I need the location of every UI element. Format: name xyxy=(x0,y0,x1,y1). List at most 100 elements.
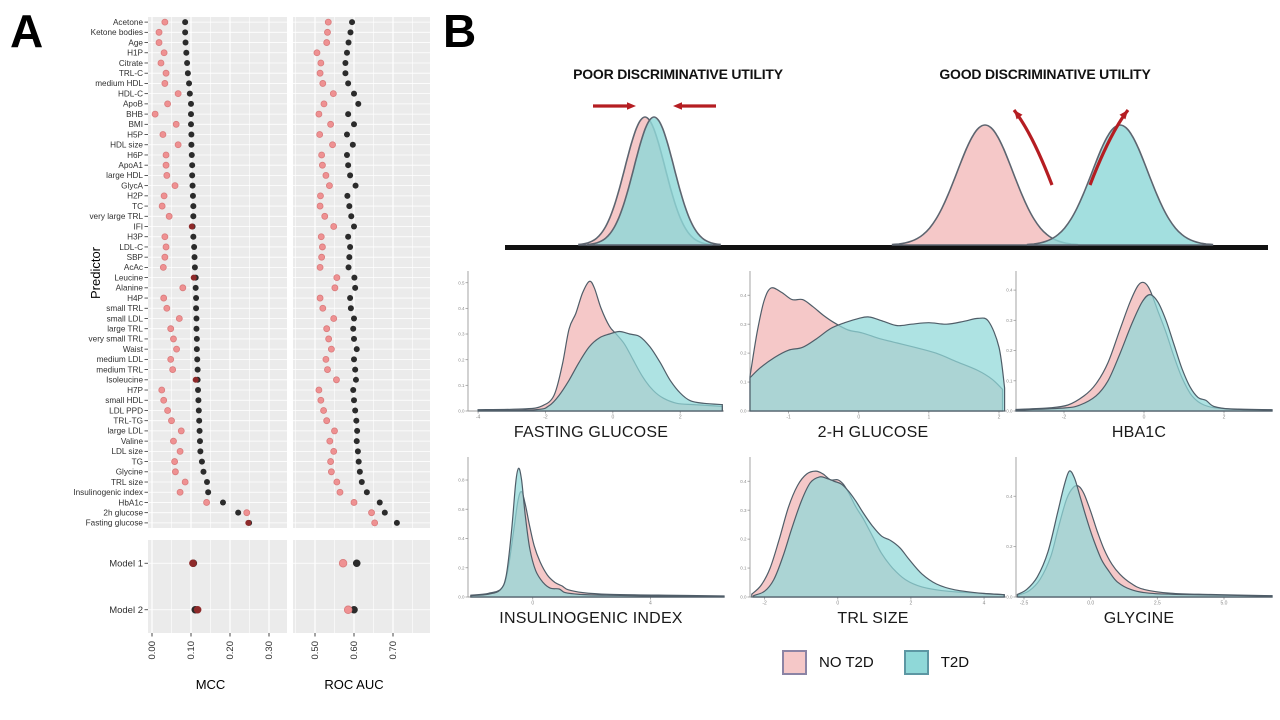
svg-text:TRL-TG: TRL-TG xyxy=(113,416,143,425)
svg-text:0.0: 0.0 xyxy=(458,409,465,414)
svg-text:Leucine: Leucine xyxy=(114,273,143,282)
svg-text:H1P: H1P xyxy=(127,49,143,58)
svg-text:large HDL: large HDL xyxy=(106,171,143,180)
density-title-insulinogenic-index: INSULINOGENIC INDEX xyxy=(499,610,683,627)
svg-text:Isoleucine: Isoleucine xyxy=(106,376,143,385)
legend-item-t2d: T2D xyxy=(903,650,969,675)
density-title-trl-size: TRL SIZE xyxy=(837,610,909,627)
svg-text:0.1: 0.1 xyxy=(1006,378,1013,383)
svg-text:0.8: 0.8 xyxy=(458,478,465,483)
svg-text:LDL-C: LDL-C xyxy=(119,243,143,252)
svg-text:Waist: Waist xyxy=(123,345,144,354)
svg-text:Predictor: Predictor xyxy=(88,246,103,299)
svg-text:small LDL: small LDL xyxy=(107,314,144,323)
svg-text:0.50: 0.50 xyxy=(310,641,321,660)
svg-text:TG: TG xyxy=(132,457,143,466)
svg-text:0: 0 xyxy=(836,601,839,607)
svg-text:0.2: 0.2 xyxy=(458,357,465,362)
svg-text:medium LDL: medium LDL xyxy=(97,355,144,364)
svg-text:H4P: H4P xyxy=(127,294,143,303)
svg-text:2.5: 2.5 xyxy=(1154,601,1161,607)
svg-text:0: 0 xyxy=(857,415,860,421)
no-t2d-label: NO T2D xyxy=(819,654,874,671)
svg-text:H3P: H3P xyxy=(127,233,143,242)
svg-text:2: 2 xyxy=(910,601,913,607)
svg-text:0.1: 0.1 xyxy=(740,566,747,571)
svg-text:-2.5: -2.5 xyxy=(1020,601,1029,607)
svg-text:AcAc: AcAc xyxy=(124,263,143,272)
svg-text:medium TRL: medium TRL xyxy=(96,365,143,374)
svg-text:0.3: 0.3 xyxy=(740,508,747,513)
svg-text:small HDL: small HDL xyxy=(105,396,143,405)
legend: NO T2D T2D xyxy=(782,650,969,675)
svg-text:HDL-C: HDL-C xyxy=(118,89,143,98)
svg-text:0: 0 xyxy=(611,415,614,421)
svg-text:0.0: 0.0 xyxy=(1006,595,1013,600)
svg-text:2: 2 xyxy=(998,415,1001,421)
svg-text:HDL size: HDL size xyxy=(110,141,143,150)
svg-text:0.30: 0.30 xyxy=(264,641,275,660)
svg-text:0.3: 0.3 xyxy=(740,322,747,327)
svg-text:0.2: 0.2 xyxy=(740,351,747,356)
svg-text:Age: Age xyxy=(128,38,143,47)
svg-text:Alanine: Alanine xyxy=(116,284,144,293)
svg-text:0.1: 0.1 xyxy=(458,383,465,388)
svg-text:0.0: 0.0 xyxy=(1006,409,1013,414)
svg-text:4: 4 xyxy=(983,601,986,607)
svg-text:0.00: 0.00 xyxy=(147,641,158,660)
svg-text:Valine: Valine xyxy=(121,437,144,446)
svg-text:0.10: 0.10 xyxy=(186,641,197,660)
svg-text:2: 2 xyxy=(679,415,682,421)
svg-text:MCC: MCC xyxy=(196,677,226,692)
svg-text:0.0: 0.0 xyxy=(740,595,747,600)
svg-text:0.0: 0.0 xyxy=(458,595,465,600)
svg-text:0.4: 0.4 xyxy=(1006,494,1013,499)
svg-text:large TRL: large TRL xyxy=(107,325,143,334)
svg-text:2h glucose: 2h glucose xyxy=(103,508,143,517)
svg-text:0.70: 0.70 xyxy=(388,641,399,660)
svg-text:Citrate: Citrate xyxy=(119,59,144,68)
svg-text:Ketone bodies: Ketone bodies xyxy=(91,28,143,37)
svg-text:LDL PPD: LDL PPD xyxy=(109,406,143,415)
svg-text:0.4: 0.4 xyxy=(1006,288,1013,293)
svg-text:-2: -2 xyxy=(543,415,548,421)
svg-text:very small TRL: very small TRL xyxy=(89,335,144,344)
svg-text:5.0: 5.0 xyxy=(1221,601,1228,607)
svg-text:H5P: H5P xyxy=(127,130,143,139)
svg-text:Acetone: Acetone xyxy=(113,18,143,27)
svg-text:1: 1 xyxy=(927,415,930,421)
svg-text:HbA1c: HbA1c xyxy=(118,498,143,507)
svg-text:GlycA: GlycA xyxy=(121,181,143,190)
discriminative-utility-schematic xyxy=(505,102,1268,250)
svg-text:0.3: 0.3 xyxy=(1006,318,1013,323)
density-plot-hba1c: 0.0 0.1 0.2 0.3 0.4 -2 0 2 xyxy=(1003,266,1275,422)
svg-text:very large TRL: very large TRL xyxy=(89,212,143,221)
svg-text:IFI: IFI xyxy=(133,222,143,231)
density-title-hba1c: HBA1C xyxy=(1111,424,1167,441)
panel-a-dotplot: 0.00 0.10 0.20 0.30 MCC 0.50 0.60 0.70 ROC AUC Ac… xyxy=(73,17,430,692)
svg-text:0.20: 0.20 xyxy=(225,641,236,660)
svg-text:ROC AUC: ROC AUC xyxy=(324,677,383,692)
poor-utility-title: POOR DISCRIMINATIVE UTILITY xyxy=(573,66,783,82)
svg-text:-4: -4 xyxy=(476,415,481,421)
svg-text:medium HDL: medium HDL xyxy=(95,79,143,88)
svg-text:0.2: 0.2 xyxy=(1006,544,1013,549)
svg-text:SBP: SBP xyxy=(127,253,144,262)
good-utility-title: GOOD DISCRIMINATIVE UTILITY xyxy=(939,66,1151,82)
svg-text:LDL size: LDL size xyxy=(111,447,143,456)
svg-text:0.5: 0.5 xyxy=(458,280,465,285)
svg-text:small TRL: small TRL xyxy=(106,304,143,313)
legend-item-no-t2d: NO T2D xyxy=(782,650,874,675)
svg-text:TC: TC xyxy=(132,202,143,211)
svg-text:0.4: 0.4 xyxy=(740,479,747,484)
svg-text:0.2: 0.2 xyxy=(1006,348,1013,353)
density-chart: 0.0 0.1 0.2 0.3 0.4 -2 0 2 4 xyxy=(740,457,1006,607)
svg-text:0.0: 0.0 xyxy=(1087,601,1094,607)
svg-text:0.4: 0.4 xyxy=(458,536,465,541)
svg-text:Fasting glucose: Fasting glucose xyxy=(86,519,144,528)
t2d-swatch xyxy=(903,650,929,675)
density-chart: 0.0 0.1 0.2 0.3 0.4 -1 0 1 2 xyxy=(740,271,1006,421)
svg-text:H7P: H7P xyxy=(127,386,143,395)
panel-a-label: A xyxy=(10,5,44,57)
svg-text:0.4: 0.4 xyxy=(740,293,747,298)
